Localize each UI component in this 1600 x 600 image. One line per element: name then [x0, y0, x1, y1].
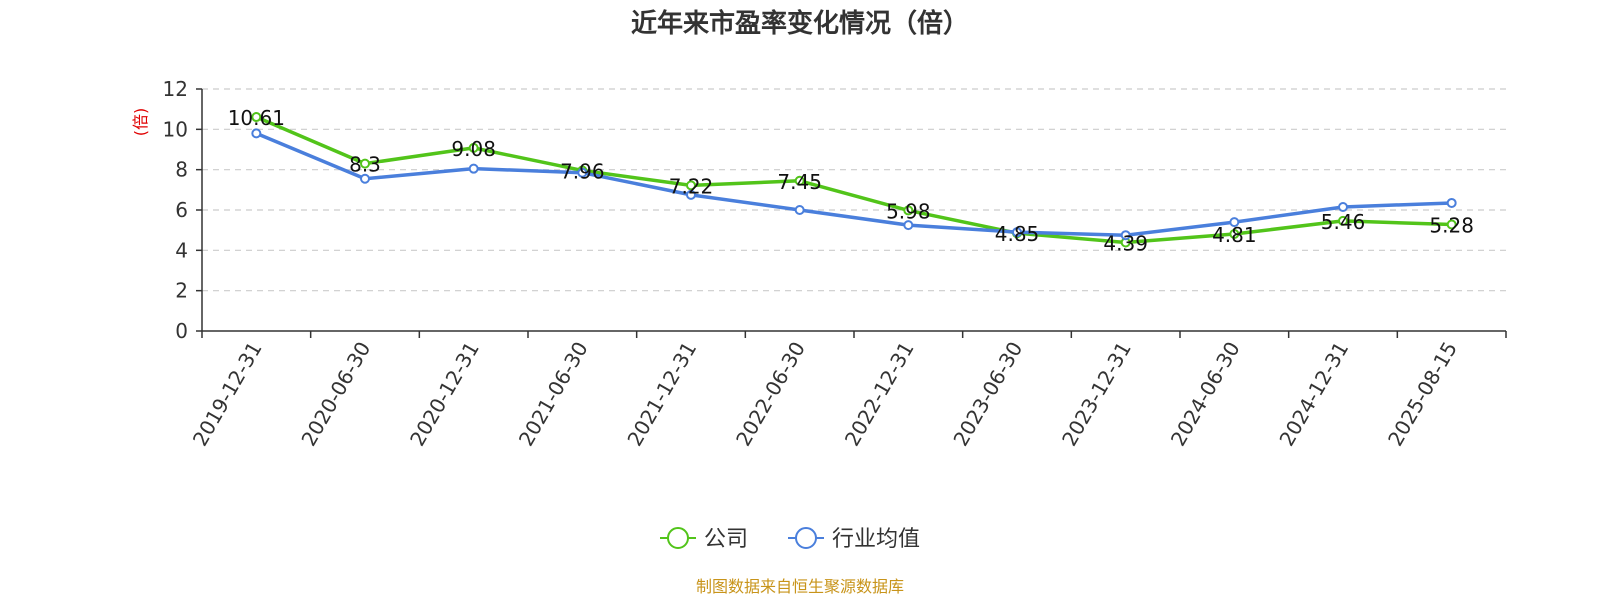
data-label: 4.39 [1103, 231, 1148, 255]
x-tick-label: 2020-12-31 [405, 337, 484, 450]
x-tick-label: 2024-06-30 [1166, 338, 1245, 451]
legend-item-industry-avg[interactable]: 行业均值 [788, 527, 920, 552]
data-label: 7.45 [777, 170, 822, 194]
y-axis-unit-label: (倍) [131, 108, 150, 137]
x-tick-label: 2020-06-30 [296, 338, 375, 451]
data-label: 8.3 [349, 153, 381, 177]
data-point-industry-avg [577, 167, 588, 178]
y-tick-label: 6 [175, 198, 188, 222]
data-point-company [794, 175, 805, 186]
data-point-industry-avg [1338, 201, 1348, 212]
data-point-company [1446, 219, 1457, 230]
source-note: 制图数据来自恒生聚源数据库 [696, 577, 904, 596]
data-point-company [360, 158, 370, 169]
chart-title: 近年来市盈率变化情况（倍） [631, 8, 969, 39]
data-point-industry-avg [468, 163, 479, 174]
y-tick-label: 12 [163, 77, 188, 101]
data-point-company [251, 112, 262, 123]
series-lines [251, 112, 1457, 248]
data-labels: 10.61 8.3 9.08 7.96 7.22 7.45 5.98 4.85 4.39 4.81… [228, 106, 1474, 255]
data-point-industry-avg [1120, 230, 1131, 241]
data-point-company [1338, 215, 1348, 226]
x-tick-label: 2025-08-15 [1383, 338, 1462, 451]
data-point-industry-avg [903, 220, 914, 231]
y-tick-label: 2 [175, 279, 188, 303]
legend-company-label: 公司 [704, 527, 748, 552]
data-point-industry-avg [1012, 227, 1022, 238]
x-tick-label: 2019-12-31 [188, 338, 267, 451]
x-tick-label: 2022-06-30 [731, 338, 810, 451]
y-tick-label: 0 [175, 319, 188, 343]
data-point-company [1229, 228, 1240, 239]
x-tick-label: 2023-12-31 [1057, 338, 1136, 451]
data-point-industry-avg [360, 173, 370, 184]
x-tick-label: 2023-06-30 [948, 338, 1027, 451]
data-point-industry-avg [251, 128, 262, 139]
data-point-company [686, 180, 696, 191]
data-label: 5.46 [1321, 210, 1366, 234]
x-tick-label: 2021-06-30 [514, 338, 593, 451]
x-tick-label: 2022-12-31 [840, 337, 919, 450]
data-label: 7.96 [560, 159, 605, 183]
axes: 0 2 4 6 8 10 12 2019-12-31 2020-06-30 2020-12-31 2… [163, 77, 1507, 451]
x-tick-label: 2021-12-31 [622, 338, 701, 451]
legend-industry-label: 行业均值 [832, 527, 920, 552]
data-label: 9.08 [451, 137, 496, 161]
y-tick-label: 10 [163, 117, 188, 141]
y-tick-label: 8 [175, 158, 188, 182]
data-label: 4.85 [995, 222, 1040, 246]
legend-company-marker-icon [667, 527, 689, 549]
y-tick-label: 4 [175, 238, 188, 262]
data-label: 5.28 [1429, 214, 1474, 238]
legend-industry-marker-icon [795, 527, 817, 549]
data-label: 7.22 [669, 174, 714, 198]
legend: 公司 行业均值 [660, 527, 920, 552]
series-line-industry-avg [255, 131, 1452, 237]
x-tick-label: 2024-12-31 [1274, 338, 1353, 451]
data-point-industry-avg [1446, 197, 1457, 208]
data-label: 10.61 [228, 106, 285, 130]
data-point-company [468, 142, 479, 153]
data-label: 5.98 [886, 199, 931, 223]
data-point-industry-avg [794, 205, 805, 215]
series-line-company [255, 115, 1452, 245]
grid-lines [202, 88, 1506, 292]
data-point-industry-avg [1229, 217, 1240, 228]
data-label: 4.81 [1212, 223, 1257, 247]
data-point-industry-avg [686, 189, 696, 200]
legend-item-company[interactable]: 公司 [660, 527, 748, 552]
data-point-company [903, 205, 914, 216]
